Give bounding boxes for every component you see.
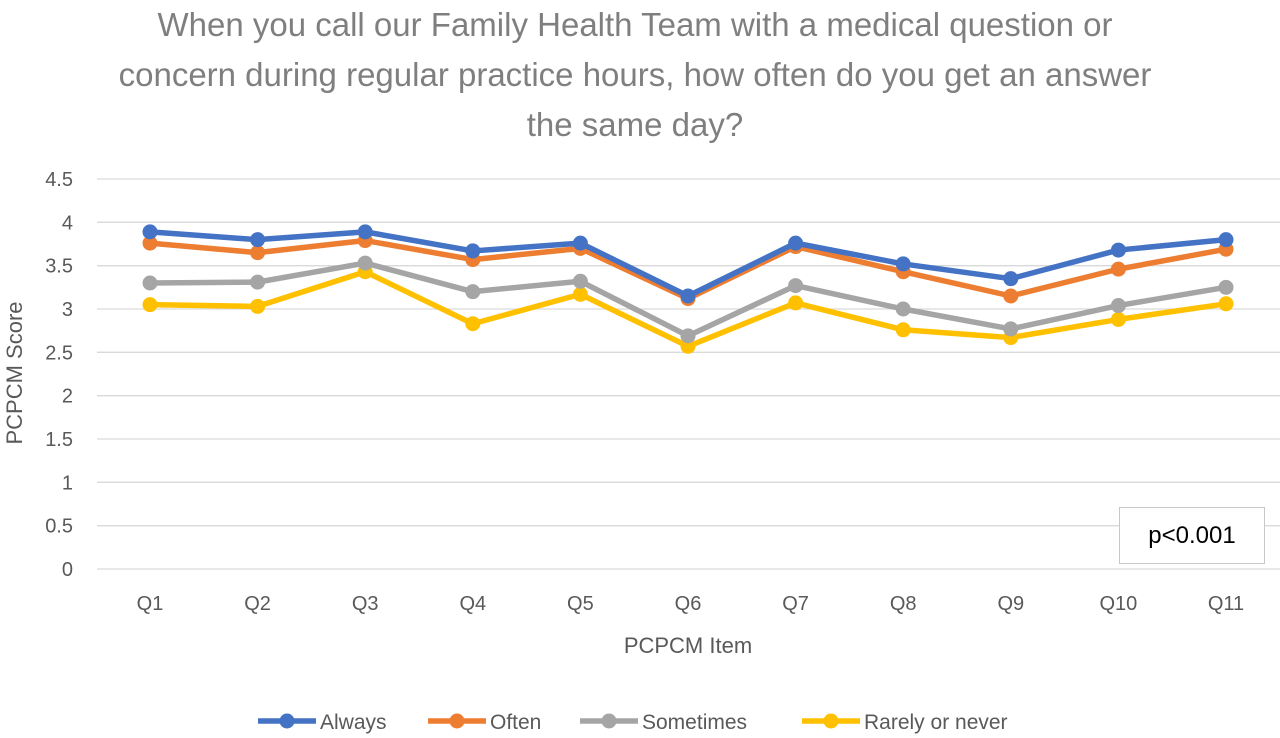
data-point [1110, 242, 1126, 258]
data-point [250, 274, 266, 290]
data-point [250, 298, 266, 314]
legend-marker [823, 713, 839, 729]
gridlines [97, 178, 1280, 570]
x-tick-label: Q6 [675, 593, 702, 615]
y-tick-label: 4.5 [45, 169, 73, 191]
x-tick-label: Q8 [890, 593, 917, 615]
data-point [572, 235, 588, 251]
x-tick-label: Q11 [1208, 593, 1244, 615]
y-axis-ticks: 0 0.5 1 1.5 2 2.5 3 3.5 4 4.5 [45, 169, 73, 581]
legend-marker [279, 713, 295, 729]
x-tick-label: Q1 [137, 593, 164, 615]
data-point [895, 301, 911, 317]
x-tick-label: Q4 [459, 593, 486, 615]
legend-label: Often [490, 711, 541, 734]
legend-item: Always [258, 711, 387, 734]
data-point [465, 316, 481, 332]
y-tick-label: 3.5 [45, 256, 73, 278]
series-rarely-or-never [142, 264, 1234, 354]
data-point [1218, 232, 1234, 248]
data-point [142, 235, 158, 251]
x-tick-label: Q5 [567, 593, 594, 615]
data-point [680, 328, 696, 344]
x-axis-title: PCPCM Item [624, 633, 752, 658]
data-point [1218, 279, 1234, 295]
legend-item: Sometimes [580, 711, 747, 734]
legend-marker [449, 713, 465, 729]
legend: Always Often Sometimes Rarely or never [258, 711, 1008, 734]
y-tick-label: 0 [62, 559, 73, 581]
y-tick-label: 0.5 [45, 516, 73, 538]
y-axis-title: PCPCM Score [2, 301, 27, 444]
data-point [788, 295, 804, 311]
data-point [1003, 271, 1019, 287]
legend-label: Always [320, 711, 387, 734]
legend-item: Often [428, 711, 541, 734]
series-always [142, 224, 1234, 304]
data-point [142, 297, 158, 313]
data-point [1110, 311, 1126, 327]
data-point [788, 235, 804, 251]
x-tick-label: Q9 [997, 593, 1024, 615]
data-point [680, 288, 696, 304]
series-lines [142, 224, 1234, 354]
y-tick-label: 2 [62, 386, 73, 408]
y-tick-label: 1 [62, 472, 73, 494]
data-point [465, 243, 481, 259]
data-point [572, 286, 588, 302]
data-point [465, 284, 481, 300]
x-tick-label: Q10 [1099, 593, 1137, 615]
data-point [357, 255, 373, 271]
data-point [1218, 296, 1234, 312]
legend-label: Rarely or never [864, 711, 1008, 734]
legend-label: Sometimes [642, 711, 747, 734]
x-tick-label: Q7 [782, 593, 809, 615]
data-point [142, 275, 158, 291]
p-value-annotation: p<0.001 [1119, 507, 1265, 564]
data-point [572, 273, 588, 289]
data-point [788, 278, 804, 294]
data-point [250, 245, 266, 261]
data-point [1110, 261, 1126, 277]
data-point [1110, 298, 1126, 314]
data-point [250, 232, 266, 248]
chart-title: When you call our Family Health Team wit… [118, 6, 1152, 143]
data-point [895, 256, 911, 272]
legend-marker [601, 713, 617, 729]
data-point [680, 338, 696, 354]
series-sometimes [142, 255, 1234, 344]
legend-item: Rarely or never [802, 711, 1008, 734]
data-point [1003, 321, 1019, 337]
x-axis-ticks: Q1 Q2 Q3 Q4 Q5 Q6 Q7 Q8 Q9 Q10 Q11 [137, 593, 1245, 615]
y-tick-label: 4 [62, 212, 73, 234]
x-tick-label: Q2 [244, 593, 271, 615]
data-point [142, 224, 158, 240]
y-tick-label: 2.5 [45, 342, 73, 364]
data-point [357, 224, 373, 240]
data-point [895, 322, 911, 338]
x-tick-label: Q3 [352, 593, 379, 615]
y-tick-label: 1.5 [45, 429, 73, 451]
y-tick-label: 3 [62, 299, 73, 321]
data-point [1003, 288, 1019, 304]
